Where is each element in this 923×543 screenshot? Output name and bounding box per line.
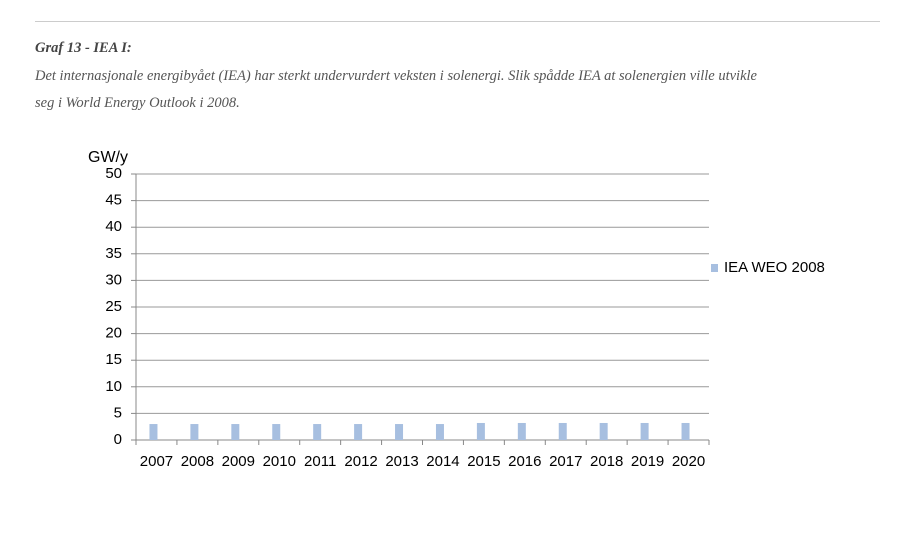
legend-swatch — [711, 264, 718, 272]
bar — [640, 422, 649, 440]
y-axis-label: GW/y — [88, 149, 128, 166]
x-tick-label: 2010 — [263, 453, 296, 470]
bar — [599, 422, 608, 440]
bar — [558, 422, 567, 440]
y-tick-label: 15 — [105, 351, 122, 368]
bar — [313, 424, 322, 440]
bar — [681, 422, 690, 440]
y-tick-label: 0 — [114, 431, 122, 448]
y-tick-label: 45 — [105, 192, 122, 209]
bar — [272, 424, 281, 440]
caption-line: Det internasjonale energibyået (IEA) har… — [35, 68, 757, 84]
legend-label: IEA WEO 2008 — [724, 259, 825, 276]
x-tick-label: 2009 — [222, 453, 255, 470]
bar — [149, 424, 158, 440]
x-tick-label: 2019 — [631, 453, 664, 470]
bar — [517, 422, 526, 440]
heading: Graf 13 - IEA I: — [35, 40, 132, 56]
bar — [435, 424, 444, 440]
x-tick-label: 2018 — [590, 453, 623, 470]
y-tick-label: 10 — [105, 378, 122, 395]
x-tick-label: 2012 — [344, 453, 377, 470]
y-tick-label: 50 — [105, 165, 122, 182]
bar — [476, 422, 485, 440]
y-tick-label: 25 — [105, 298, 122, 315]
x-tick-label: 2013 — [385, 453, 418, 470]
bar — [395, 424, 404, 440]
x-tick-label: 2016 — [508, 453, 541, 470]
y-tick-label: 35 — [105, 245, 122, 262]
y-tick-label: 5 — [114, 404, 122, 421]
x-tick-label: 2014 — [426, 453, 459, 470]
x-tick-label: 2017 — [549, 453, 582, 470]
y-tick-label: 40 — [105, 218, 122, 235]
x-tick-label: 2008 — [181, 453, 214, 470]
bar — [231, 424, 240, 440]
rule — [35, 21, 880, 22]
caption-line: seg i World Energy Outlook i 2008. — [35, 95, 240, 111]
y-tick-label: 30 — [105, 271, 122, 288]
x-tick-label: 2007 — [140, 453, 173, 470]
bar — [190, 424, 199, 440]
y-tick-label: 20 — [105, 325, 122, 342]
x-tick-label: 2020 — [672, 453, 705, 470]
x-tick-label: 2015 — [467, 453, 500, 470]
bar — [354, 424, 363, 440]
x-tick-label: 2011 — [304, 453, 336, 470]
